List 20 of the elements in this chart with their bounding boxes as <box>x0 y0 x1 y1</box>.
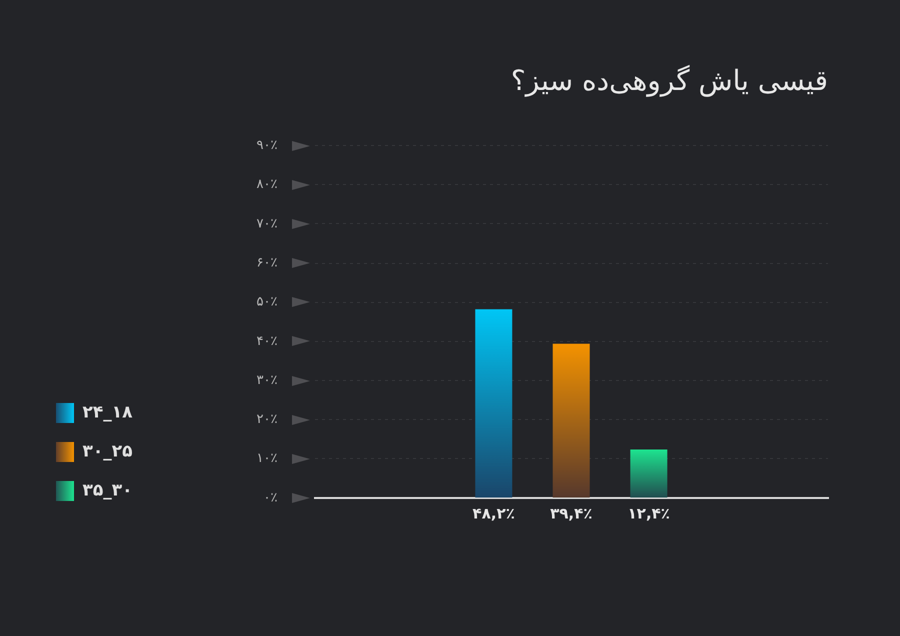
y-tick-label: ۷۰٪ <box>256 216 278 232</box>
y-tick-label: ۱۰٪ <box>256 451 278 466</box>
y-tick-label: ۹۰٪ <box>256 138 278 153</box>
data-label: ۱۲,۴٪ <box>628 504 670 522</box>
data-label: ۴۸,۲٪ <box>472 504 515 522</box>
legend-label: ۲۵_۳۰ <box>82 441 133 462</box>
bar <box>475 309 512 498</box>
y-tick-label: ۴۰٪ <box>256 334 278 349</box>
y-tick-label: ۲۰٪ <box>256 412 278 428</box>
y-tick-label: ۳۰٪ <box>256 372 278 388</box>
y-tick-label: ۵۰٪ <box>256 294 278 310</box>
y-tick-label: ۸۰٪ <box>256 177 278 192</box>
chart-title: قیسی یاش گروهی‌ده سیز؟ <box>510 64 828 98</box>
y-tick-label: ۰٪ <box>264 490 278 506</box>
legend-label: ۳۰_۳۵ <box>82 480 133 500</box>
data-label: ۳۹,۴٪ <box>550 504 592 522</box>
legend-label: ۱۸_۲۴ <box>82 402 134 422</box>
bar <box>630 449 668 498</box>
y-tick-label: ۶۰٪ <box>256 255 278 270</box>
bar <box>552 344 590 498</box>
